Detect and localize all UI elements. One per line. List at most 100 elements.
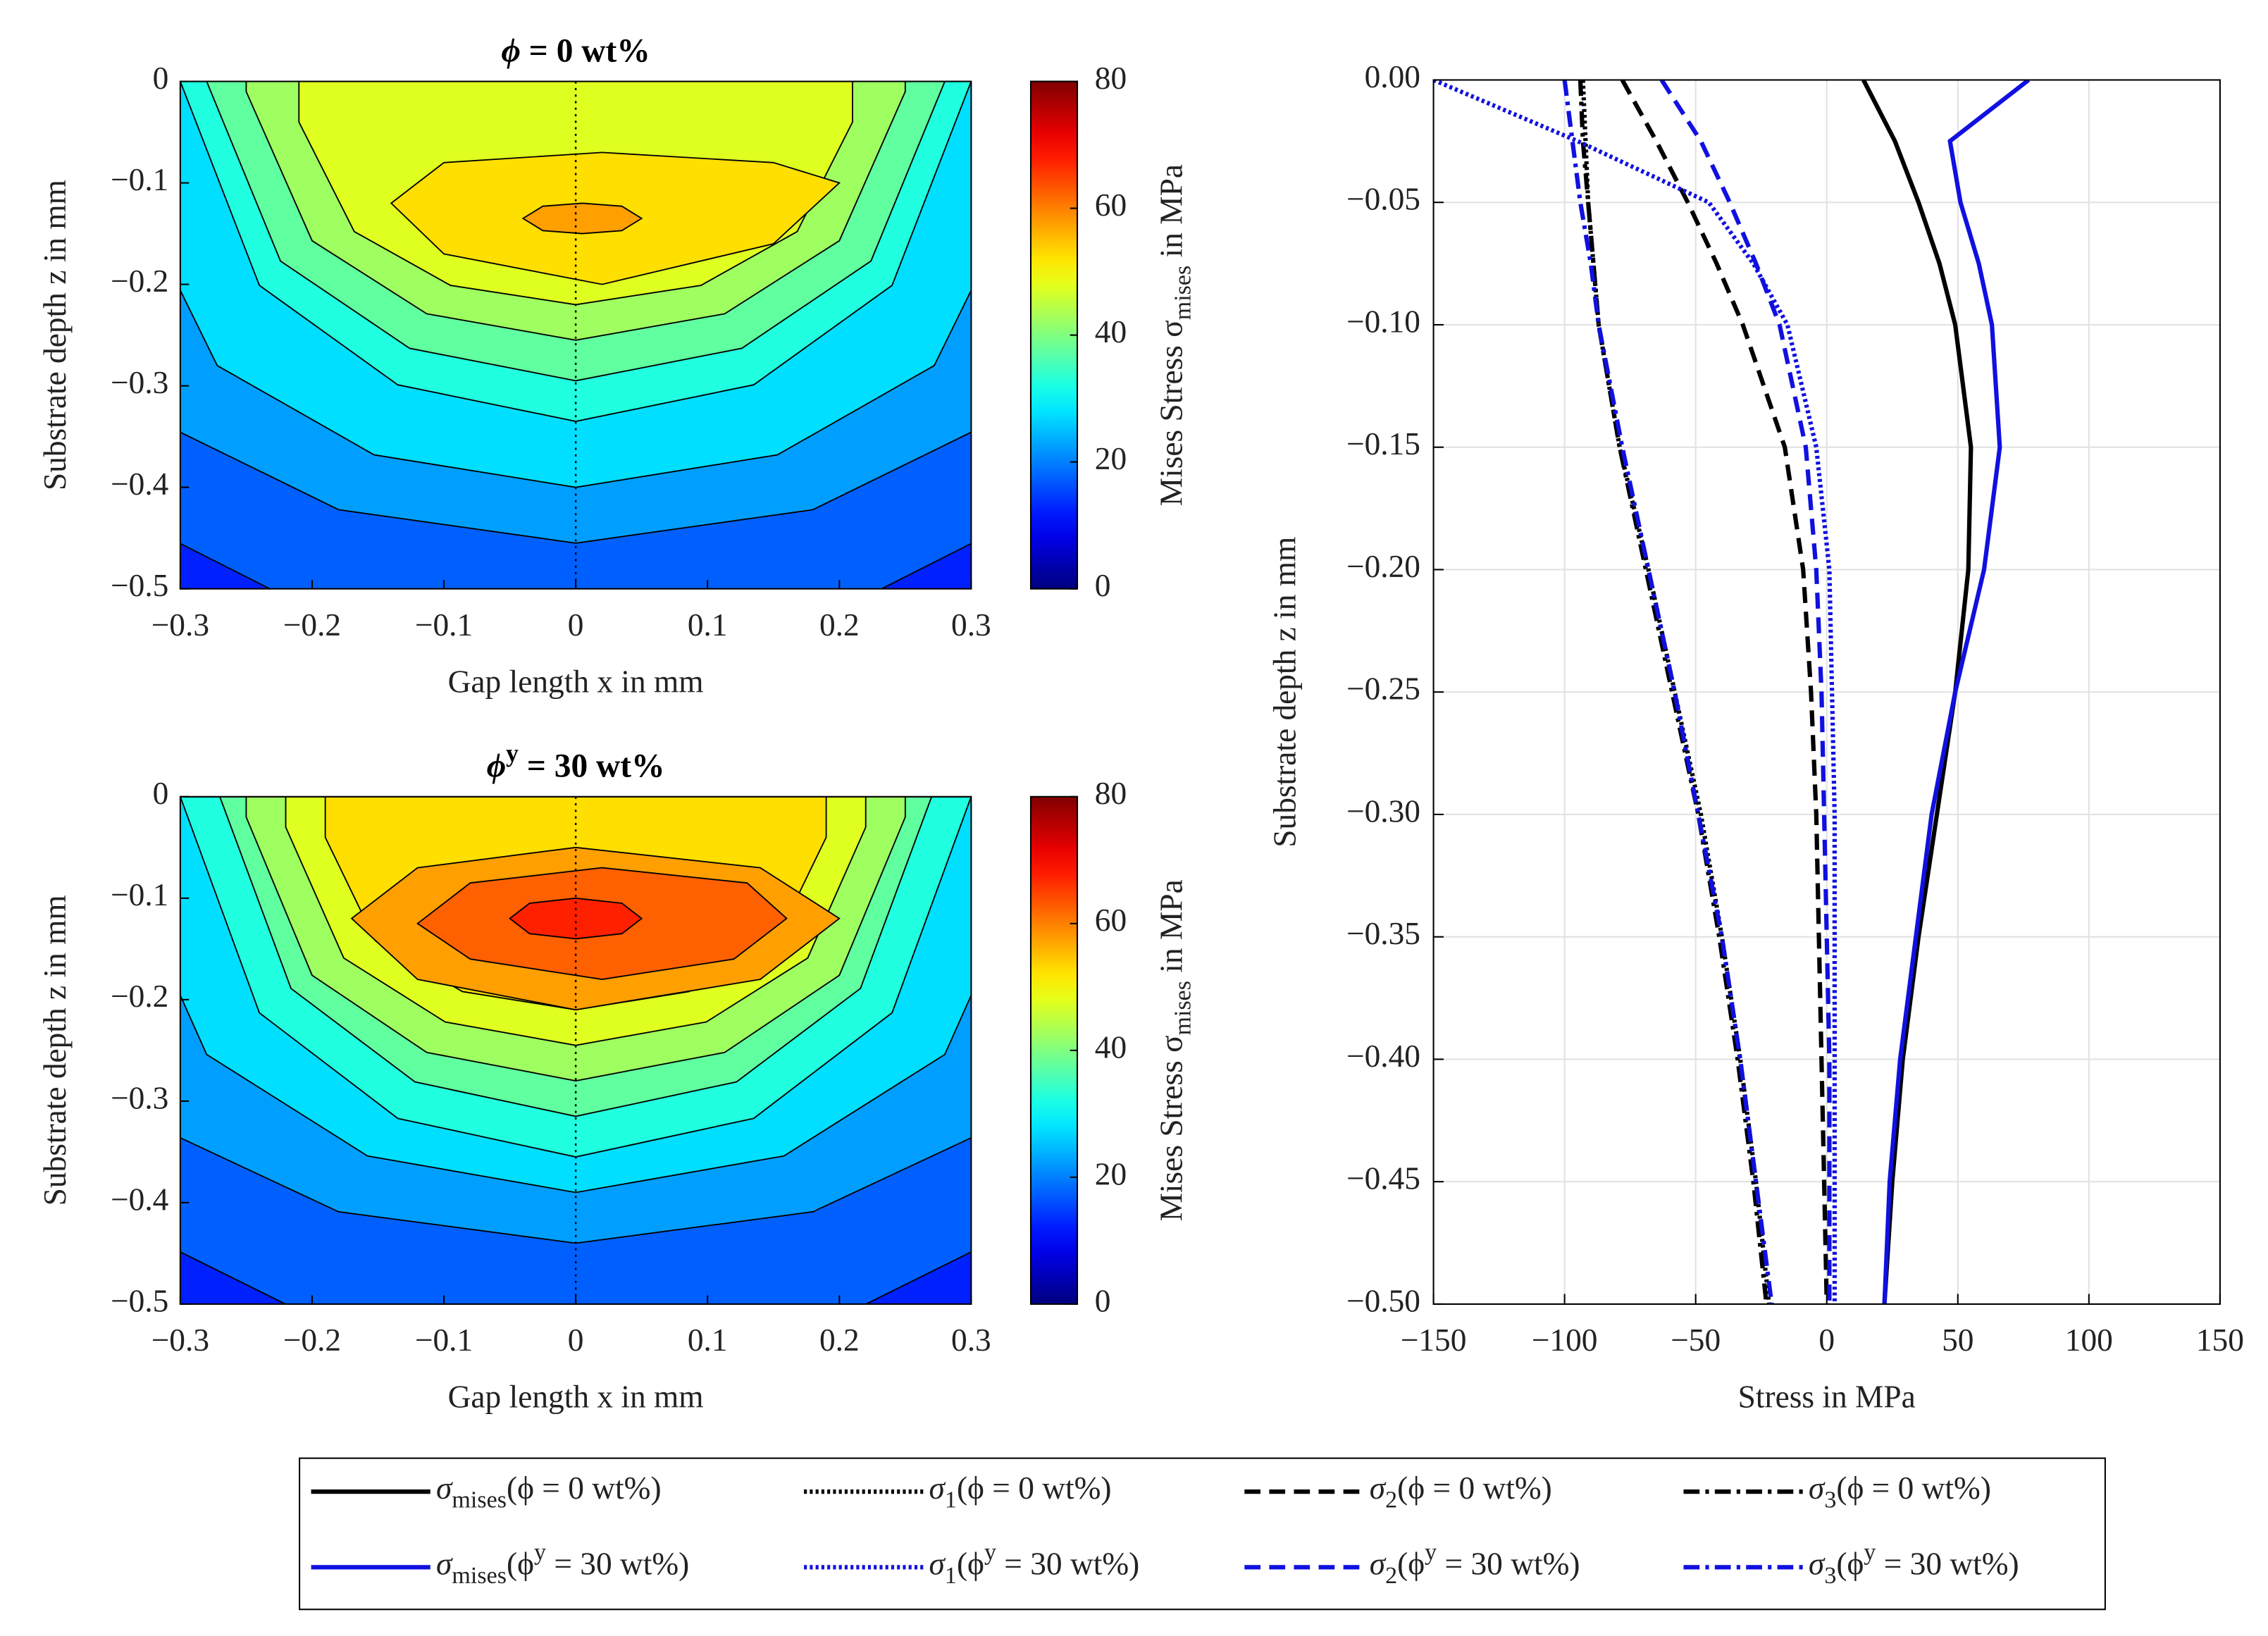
legend-label-part: (ϕ = 0 wt%) (507, 1471, 662, 1506)
colorbar-label-part: in MPa (1154, 164, 1189, 266)
chart-title-part: ϕ (501, 32, 520, 69)
x-tick-label: 150 (2196, 1322, 2244, 1358)
colorbar-tick-label: 80 (1095, 61, 1127, 96)
y-tick-label: −0.1 (111, 162, 168, 197)
y-axis-label: Substrate depth z in mm (37, 895, 73, 1206)
legend-label-part: σ (1809, 1547, 1826, 1582)
line-series (1580, 80, 1771, 1304)
y-tick-label: −0.3 (111, 365, 168, 400)
legend-label-part: (ϕ (957, 1547, 984, 1582)
legend-label: σ3(ϕ = 0 wt%) (1809, 1471, 1991, 1513)
y-tick-label: −0.4 (111, 466, 168, 502)
x-tick-label: 0.3 (951, 1322, 991, 1358)
y-axis-label: Substrate depth z in mm (1268, 537, 1303, 848)
colorbar-label: Mises Stress σmises in MPa (1154, 164, 1196, 506)
legend-label-part: mises (452, 1563, 507, 1589)
legend-label-part: σ (436, 1471, 453, 1506)
legend-label-part: σ (929, 1471, 946, 1506)
legend-label: σ2(ϕy = 30 wt%) (1370, 1539, 1580, 1589)
colorbar (1029, 795, 1079, 1305)
legend-label: σ3(ϕy = 30 wt%) (1809, 1539, 2019, 1589)
y-tick-label: −0.05 (1346, 182, 1420, 217)
y-tick-label: −0.30 (1346, 793, 1420, 829)
legend-label-part: (ϕ (1836, 1547, 1864, 1582)
legend-label: σmises(ϕ = 0 wt%) (436, 1471, 662, 1513)
legend-label-part: (ϕ (1397, 1547, 1425, 1582)
x-tick-label: −0.1 (415, 1322, 473, 1358)
x-tick-label: −0.3 (151, 607, 209, 643)
legend-label-part: 2 (1385, 1487, 1397, 1513)
legend-label: σ2(ϕ = 0 wt%) (1370, 1471, 1552, 1513)
y-tick-label: −0.4 (111, 1182, 168, 1217)
x-tick-label: −0.3 (151, 1322, 209, 1358)
x-tick-label: −0.2 (283, 1322, 341, 1358)
x-tick-label: 0.2 (819, 607, 860, 643)
y-tick-label: −0.50 (1346, 1283, 1420, 1318)
x-tick-label: 0 (568, 1322, 584, 1358)
line-series (1861, 80, 1973, 1304)
chart-title-part: = 30 wt% (519, 748, 665, 784)
line-series (1882, 80, 2031, 1304)
legend-box (299, 1457, 2106, 1611)
y-tick-label: 0 (153, 61, 169, 96)
legend-label-part: y (534, 1539, 546, 1566)
colorbar-tick-label: 80 (1095, 776, 1127, 811)
legend-label-part: 1 (945, 1563, 957, 1589)
contour-field (180, 796, 972, 1304)
legend-label-part: 2 (1385, 1563, 1397, 1589)
y-tick-label: −0.40 (1346, 1039, 1420, 1074)
x-tick-label: 0.1 (688, 1322, 728, 1358)
legend-label-part: = 30 wt%) (1876, 1547, 2019, 1582)
y-tick-label: 0.00 (1365, 59, 1420, 94)
legend-label-part: 3 (1824, 1487, 1836, 1513)
colorbar-label-part: Mises Stress σ (1154, 320, 1189, 506)
x-tick-label: −150 (1401, 1322, 1467, 1358)
legend-label-part: = 30 wt%) (546, 1547, 689, 1582)
colorbar-tick-label: 0 (1095, 1283, 1111, 1318)
legend-label-part: (ϕ = 0 wt%) (957, 1471, 1112, 1506)
y-tick-label: −0.25 (1346, 671, 1420, 707)
x-axis-label: Gap length x in mm (448, 1380, 704, 1415)
line-series (1578, 80, 1769, 1304)
legend-label-part: 3 (1824, 1563, 1836, 1589)
colorbar-tick-label: 60 (1095, 903, 1127, 938)
chart-title-part: = 0 wt% (521, 32, 650, 69)
legend-label-part: (ϕ (507, 1547, 534, 1582)
legend-label-part: mises (452, 1487, 507, 1513)
colorbar-tick-label: 40 (1095, 314, 1127, 349)
y-tick-label: −0.2 (111, 979, 168, 1014)
chart-title: ϕ = 0 wt% (501, 32, 650, 69)
y-tick-label: 0 (153, 776, 169, 811)
colorbar-tick-label: 20 (1095, 1156, 1127, 1191)
legend-label-part: = 30 wt%) (1437, 1547, 1580, 1582)
contour-region (521, 202, 643, 235)
y-tick-label: −0.45 (1346, 1161, 1420, 1196)
y-tick-label: −0.20 (1346, 549, 1420, 584)
y-tick-label: −0.10 (1346, 304, 1420, 339)
legend-label: σ1(ϕy = 30 wt%) (929, 1539, 1140, 1589)
x-tick-label: 0.3 (951, 607, 991, 643)
colorbar-label-part: in MPa (1154, 879, 1189, 981)
legend-label-part: σ (436, 1547, 453, 1582)
legend-label-part: σ (1370, 1471, 1387, 1506)
x-tick-label: −0.1 (415, 607, 473, 643)
y-tick-label: −0.15 (1346, 426, 1420, 461)
legend-label-part: 1 (945, 1487, 957, 1513)
contour-field (180, 81, 972, 589)
legend-label-part: σ (1370, 1547, 1387, 1582)
legend-label: σ1(ϕ = 0 wt%) (929, 1471, 1112, 1513)
x-tick-label: 0 (1818, 1322, 1835, 1358)
colorbar-label-part: Mises Stress σ (1154, 1035, 1189, 1221)
y-axis-label: Substrate depth z in mm (37, 180, 73, 490)
chart-title-part: ϕ (487, 748, 506, 784)
legend-label-part: y (984, 1539, 996, 1566)
colorbar-label-part: mises (1170, 981, 1196, 1036)
y-tick-label: −0.35 (1346, 916, 1420, 951)
y-tick-label: −0.5 (111, 1283, 168, 1318)
y-tick-label: −0.5 (111, 568, 168, 603)
line-series (1620, 80, 1829, 1304)
chart-title-part: y (506, 739, 519, 767)
y-tick-label: −0.2 (111, 264, 168, 299)
